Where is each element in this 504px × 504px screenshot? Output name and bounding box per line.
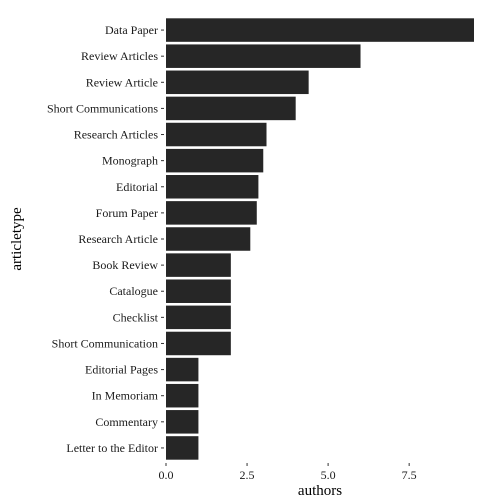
- bar-research-articles: [166, 122, 267, 147]
- y-tick-label: Editorial Pages: [85, 363, 158, 377]
- x-tick-label: 2.5: [240, 468, 255, 482]
- bar-forum-paper: [166, 201, 257, 225]
- bar-short-communication: [166, 331, 231, 356]
- bar-book-review: [166, 253, 231, 277]
- y-tick-label: Research Articles: [74, 128, 159, 142]
- bar-data-paper: [166, 18, 474, 42]
- y-tick-label: Forum Paper: [96, 206, 158, 220]
- x-tick-label: 0.0: [159, 468, 174, 482]
- y-axis: Data Paper Review Articles Review Article S…: [47, 23, 164, 455]
- y-tick-label: Editorial: [116, 180, 159, 194]
- bar-catalogue: [166, 279, 231, 303]
- bar-in-memoriam: [166, 383, 199, 408]
- y-tick-label: Review Articles: [81, 49, 158, 63]
- bar-review-articles: [166, 44, 361, 68]
- bar-checklist: [166, 305, 231, 330]
- bar-letter-to-the-editor: [166, 436, 199, 460]
- y-tick-label: Short Communication: [52, 336, 158, 350]
- y-tick-label: Commentary: [95, 415, 158, 429]
- y-tick-label: Data Paper: [105, 23, 158, 37]
- x-tick-label: 7.5: [402, 468, 417, 482]
- x-axis-title: authors: [298, 483, 342, 499]
- bar-review-article: [166, 70, 309, 95]
- bar-research-article: [166, 227, 251, 251]
- y-tick-label: In Memoriam: [92, 389, 159, 403]
- bar-monograph: [166, 148, 264, 173]
- bar-short-communications: [166, 96, 296, 121]
- bars-layer: [166, 18, 474, 460]
- y-tick-label: Monograph: [102, 154, 158, 168]
- x-tick-label: 5.0: [321, 468, 336, 482]
- y-axis-title: articletype: [9, 207, 25, 271]
- y-tick-label: Book Review: [92, 258, 158, 272]
- y-tick-label: Short Communications: [47, 101, 158, 115]
- x-axis: 0.0 2.5 5.0 7.5: [159, 463, 417, 482]
- bar-commentary: [166, 410, 199, 434]
- y-tick-label: Checklist: [113, 310, 159, 324]
- y-tick-label: Research Article: [78, 232, 158, 246]
- bar-editorial-pages: [166, 357, 199, 382]
- y-tick-label: Review Article: [86, 75, 158, 89]
- y-tick-label: Catalogue: [109, 284, 158, 298]
- bar-editorial: [166, 175, 259, 199]
- y-tick-label: Letter to the Editor: [66, 441, 158, 455]
